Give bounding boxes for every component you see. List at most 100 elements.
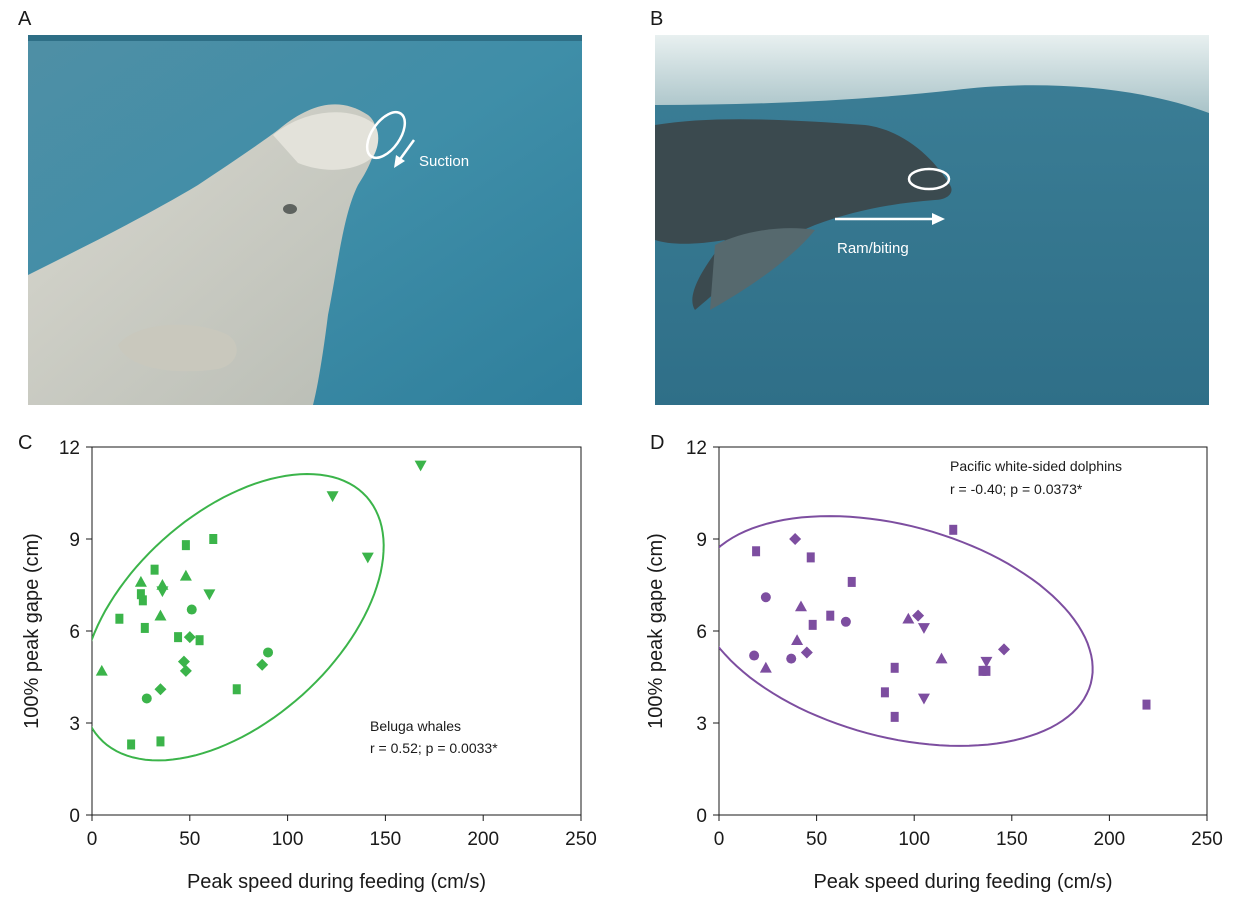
- panel-letter-b: B: [650, 8, 664, 30]
- data-point-square: [890, 711, 899, 722]
- data-point-triangle-up: [154, 609, 167, 621]
- y-tick-label: 12: [59, 438, 80, 459]
- data-point-square: [232, 684, 241, 695]
- data-point-diamond: [800, 646, 813, 659]
- data-point-triangle-up: [791, 634, 804, 645]
- chart-d-plot: 0 50 100 150 200 250 0 3 6 9 12 Peak speed during f…: [645, 438, 1223, 893]
- correlation-stats: r = -0.40; p = 0.0373*: [950, 481, 1083, 497]
- x-axis-title: Peak speed during feeding (cm/s): [187, 871, 486, 893]
- data-point-square: [127, 739, 136, 750]
- panel-letter-c: C: [18, 432, 33, 454]
- dolphin-photo: Ram/biting: [655, 35, 1209, 405]
- data-point-triangle-up: [794, 600, 807, 612]
- data-point-diamond: [179, 664, 192, 677]
- x-tick-label: 100: [898, 829, 930, 850]
- beluga-photo-illustration: Suction: [28, 35, 582, 405]
- beluga-body: [28, 104, 377, 405]
- data-point-triangle-down: [414, 460, 427, 472]
- data-point-square: [752, 546, 761, 557]
- chart-c-plot: 0 50 100 150 200 250 0 3 6 9 12 Peak speed during f…: [21, 438, 597, 893]
- data-point-triangle-up: [179, 569, 192, 581]
- data-point-square: [156, 736, 165, 747]
- data-point-square: [982, 665, 991, 676]
- data-point-square: [115, 613, 124, 624]
- ram-biting-label: Ram/biting: [837, 240, 909, 257]
- data-point-triangle-down: [917, 693, 930, 705]
- data-point-diamond: [997, 643, 1010, 656]
- data-point-circle: [263, 647, 274, 658]
- data-point-square: [181, 540, 190, 551]
- data-point-triangle-down: [980, 656, 993, 668]
- data-point-triangle-down: [326, 491, 339, 503]
- data-point-triangle-up: [134, 575, 147, 587]
- data-point-circle: [749, 650, 760, 661]
- data-point-triangle-down: [917, 623, 930, 634]
- y-tick-label: 6: [69, 622, 80, 643]
- data-point-square: [890, 662, 899, 673]
- data-point-circle: [141, 693, 152, 704]
- beluga-photo: Suction: [28, 35, 582, 405]
- x-tick-label: 0: [714, 829, 725, 850]
- x-tick-label: 250: [565, 829, 597, 850]
- x-tick-label: 200: [467, 829, 499, 850]
- data-point-square: [808, 619, 817, 630]
- x-tick-label: 0: [87, 829, 98, 850]
- mouth-ellipse-b: [907, 167, 951, 191]
- data-point-triangle-up: [156, 579, 169, 590]
- data-point-triangle-up: [902, 612, 915, 624]
- species-label: Pacific white-sided dolphins: [950, 458, 1122, 474]
- data-point-square: [195, 635, 204, 646]
- data-point-circle: [760, 592, 771, 603]
- x-tick-label: 150: [370, 829, 402, 850]
- data-point-square: [978, 665, 987, 676]
- data-point-diamond: [183, 631, 196, 644]
- y-tick-label: 9: [696, 530, 707, 551]
- data-point-square: [174, 632, 183, 643]
- water-surface-edge: [28, 35, 582, 41]
- data-point-square: [949, 524, 958, 535]
- y-tick-label: 3: [69, 714, 80, 735]
- species-label: Beluga whales: [370, 718, 461, 734]
- confidence-ellipse: [719, 515, 1094, 747]
- x-axis-title: Peak speed during feeding (cm/s): [813, 871, 1112, 893]
- x-tick-label: 150: [996, 829, 1028, 850]
- x-tick-label: 50: [806, 829, 827, 850]
- data-point-circle: [840, 616, 851, 627]
- y-tick-label: 0: [696, 806, 707, 827]
- dolphin-flank: [710, 228, 815, 310]
- data-point-square: [847, 576, 856, 587]
- data-point-square: [826, 610, 835, 621]
- data-point-square: [1142, 699, 1151, 710]
- ram-arrow-head: [932, 213, 945, 225]
- x-tick-label: 200: [1094, 829, 1126, 850]
- confidence-ellipse: [92, 472, 385, 762]
- data-point-square: [140, 622, 149, 633]
- beluga-head: [273, 112, 379, 170]
- y-axis-title: 100% peak gape (cm): [645, 533, 667, 729]
- data-point-diamond: [789, 533, 802, 545]
- y-tick-label: 6: [696, 622, 707, 643]
- data-point-square: [150, 564, 159, 575]
- data-point-triangle-up: [95, 664, 108, 676]
- beluga-eye: [283, 204, 297, 214]
- x-tick-label: 50: [179, 829, 200, 850]
- x-tick-label: 250: [1191, 829, 1223, 850]
- data-point-circle: [186, 604, 197, 615]
- y-tick-label: 3: [696, 714, 707, 735]
- mouth-ellipse-a: [365, 110, 407, 160]
- data-point-diamond: [912, 609, 925, 622]
- correlation-stats: r = 0.52; p = 0.0033*: [370, 740, 498, 756]
- data-point-square: [806, 552, 815, 563]
- data-point-square: [138, 595, 147, 606]
- y-axis-title: 100% peak gape (cm): [21, 533, 43, 729]
- y-tick-label: 12: [686, 438, 707, 459]
- y-tick-label: 0: [69, 806, 80, 827]
- data-point-triangle-down: [156, 586, 169, 598]
- panel-letter-d: D: [650, 432, 665, 454]
- suction-label: Suction: [419, 153, 469, 170]
- water-surface: [655, 35, 1209, 113]
- x-tick-label: 100: [272, 829, 304, 850]
- y-tick-label: 9: [69, 530, 80, 551]
- data-point-triangle-down: [361, 552, 374, 564]
- data-point-triangle-down: [203, 589, 216, 601]
